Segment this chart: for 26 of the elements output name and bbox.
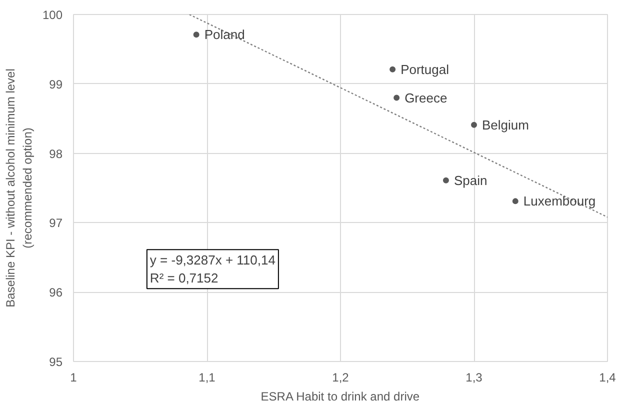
point	[512, 198, 518, 204]
annotation: Poland	[204, 27, 245, 42]
x-tick-label: 1,1	[198, 370, 216, 384]
point	[394, 94, 400, 101]
y-tick-label: 100	[42, 8, 63, 22]
y-tick-label: 96	[49, 286, 63, 300]
x-axis-title: ESRA Habit to drink and drive	[260, 390, 420, 404]
annotation: Luxembourg	[523, 194, 596, 209]
annotation: Belgium	[482, 117, 529, 132]
annotation: Portugal	[400, 62, 450, 77]
y-tick-label: 97	[49, 216, 63, 230]
y-tick-label: 95	[49, 355, 63, 369]
annotation: Greece	[404, 90, 448, 106]
y-tick-label: 98	[49, 146, 63, 161]
point	[471, 122, 477, 128]
y-axis-title: Baseline KPI - without alcohol minimum level (recommended option)	[4, 68, 34, 308]
annotation: Spain	[454, 172, 488, 188]
point	[442, 177, 449, 184]
y-tick-label: 99	[49, 77, 63, 92]
x-tick-label: 1,3	[466, 370, 483, 384]
x-tick-label: 1,4	[599, 370, 616, 384]
annotation: y = -9,3287x + 110,14 R² = 0,7152	[150, 252, 276, 286]
x-tick-label: 1	[70, 370, 78, 384]
point	[390, 66, 396, 72]
point	[193, 32, 200, 38]
x-tick-label: 1,2	[332, 370, 350, 384]
